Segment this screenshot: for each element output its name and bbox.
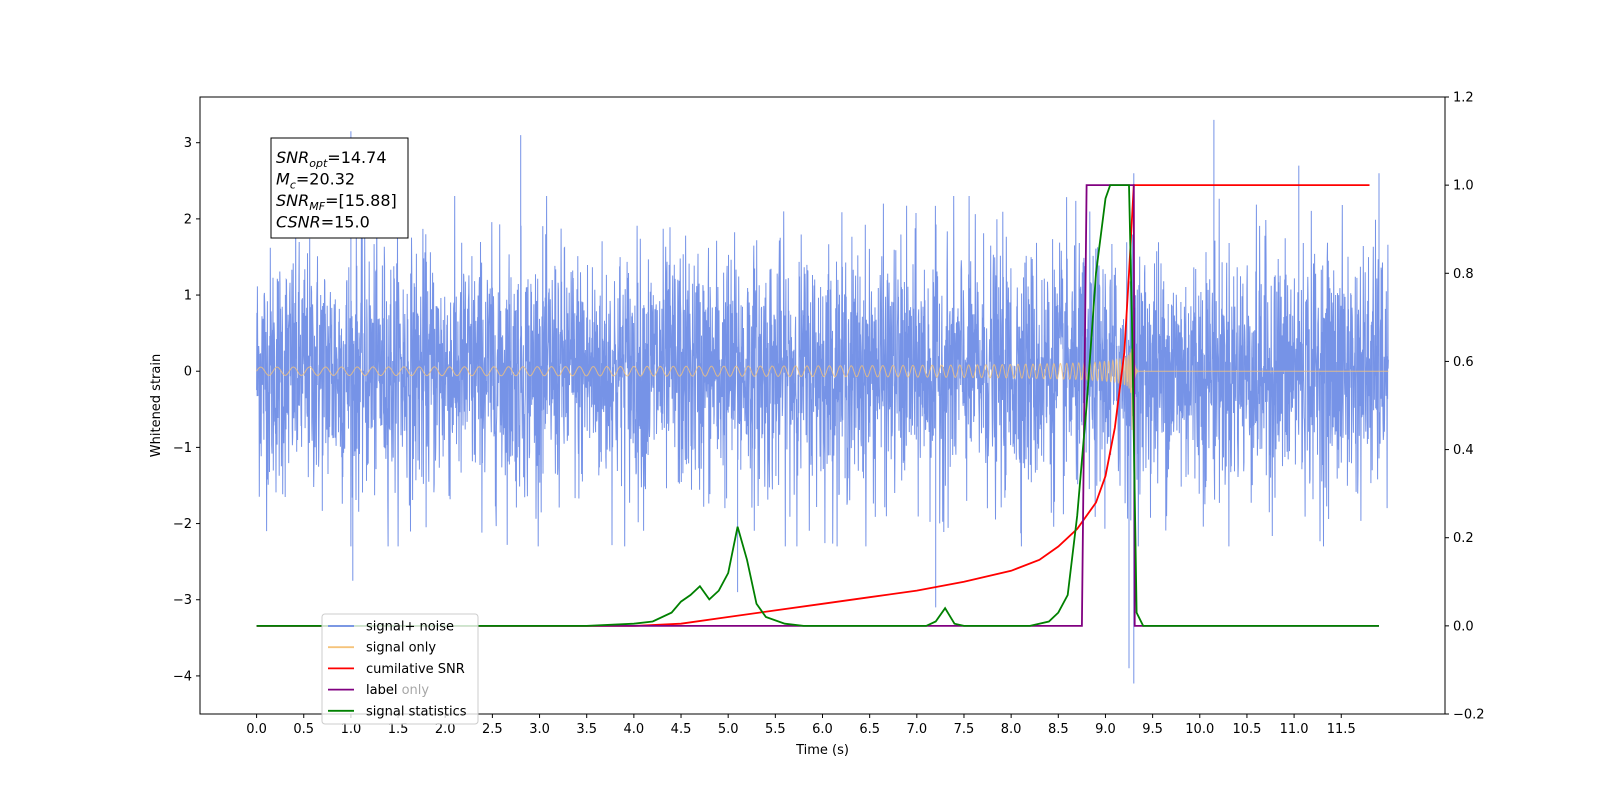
annotation-line: Mc=20.32	[276, 170, 355, 192]
annotation-line: CSNR=15.0	[276, 213, 370, 232]
y2-tick-label: 0.0	[1453, 619, 1474, 634]
legend-frame	[321, 613, 479, 725]
y-tick-label: −1	[173, 441, 192, 456]
series-layer	[256, 119, 1389, 684]
series-signal-only	[256, 319, 1389, 431]
x-tick-label: 5.0	[718, 722, 739, 737]
x-tick-label: 8.5	[1048, 722, 1069, 737]
x-tick-label: 6.0	[812, 722, 833, 737]
x-tick-label: 4.0	[624, 722, 645, 737]
y-tick-label: 1	[184, 289, 192, 304]
y2-tick-label: 0.8	[1453, 267, 1474, 282]
y2-axis: −0.2 0.0 0.2 0.4 0.6 0.8 1.0 1.2	[1445, 91, 1485, 723]
y-tick-label: 2	[184, 212, 192, 227]
x-tick-label: 0.5	[293, 722, 314, 737]
x-tick-label: 4.5	[671, 722, 692, 737]
y-axis-label: Whitened strain	[149, 354, 164, 457]
x-tick-label: 9.5	[1142, 722, 1163, 737]
y-tick-label: −4	[173, 669, 192, 684]
annotation-box: SNRopt=14.74Mc=20.32SNRMF=[15.88]CSNR=15…	[270, 137, 409, 239]
x-tick-label: 0.0	[246, 722, 267, 737]
x-tick-label: 7.0	[906, 722, 927, 737]
annotation-line: SNRopt=14.74	[276, 148, 387, 170]
y-tick-label: −2	[173, 517, 192, 532]
x-tick-label: 1.0	[341, 722, 362, 737]
y2-tick-label: 0.2	[1453, 531, 1474, 546]
y-axis: −4 −3 −2 −1 0 1 2 3	[173, 136, 200, 684]
x-tick-label: 11.0	[1280, 722, 1309, 737]
series-cumilative-snr	[256, 184, 1370, 627]
y-tick-label: 0	[184, 365, 192, 380]
annotation-line: SNRMF=[15.88]	[276, 191, 397, 213]
x-tick-label: 10.0	[1185, 722, 1214, 737]
x-tick-label: 3.0	[529, 722, 550, 737]
x-tick-label: 11.5	[1327, 722, 1356, 737]
y-tick-label: −3	[173, 593, 192, 608]
series-signal-noise	[256, 119, 1389, 684]
x-tick-label: 8.0	[1001, 722, 1022, 737]
x-axis-label: Time (s)	[795, 743, 849, 758]
legend-label: signal+ noise	[366, 620, 454, 635]
annotation-frame	[270, 137, 409, 239]
x-axis: 0.0 0.5 1.0 1.5 2.0 2.5 3.0 3.5 4.0 4.5 5.0 5.5 6.0 6…	[246, 714, 1356, 737]
y-tick-label: 3	[184, 136, 192, 151]
series-signal-statistics	[256, 184, 1379, 627]
y2-tick-label: 0.6	[1453, 355, 1474, 370]
legend: signal+ noise signal only cumilative SNR la…	[321, 613, 479, 725]
x-tick-label: 3.5	[576, 722, 597, 737]
x-tick-label: 1.5	[388, 722, 409, 737]
legend-label: cumilative SNR	[366, 662, 465, 677]
x-tick-label: 2.5	[482, 722, 503, 737]
x-tick-label: 7.5	[954, 722, 975, 737]
y2-tick-label: −0.2	[1453, 708, 1485, 723]
legend-label: signal only	[366, 641, 436, 656]
legend-label: signal statistics	[366, 704, 467, 719]
legend-label-faded: label only	[366, 683, 429, 698]
x-tick-label: 9.0	[1095, 722, 1116, 737]
x-tick-label: 10.5	[1232, 722, 1261, 737]
x-tick-label: 6.5	[859, 722, 880, 737]
legend-label: label	[366, 683, 397, 698]
y2-tick-label: 1.2	[1453, 91, 1474, 106]
x-tick-label: 2.0	[435, 722, 456, 737]
y2-tick-label: 1.0	[1453, 179, 1474, 194]
y2-tick-label: 0.4	[1453, 443, 1474, 458]
x-tick-label: 5.5	[765, 722, 786, 737]
